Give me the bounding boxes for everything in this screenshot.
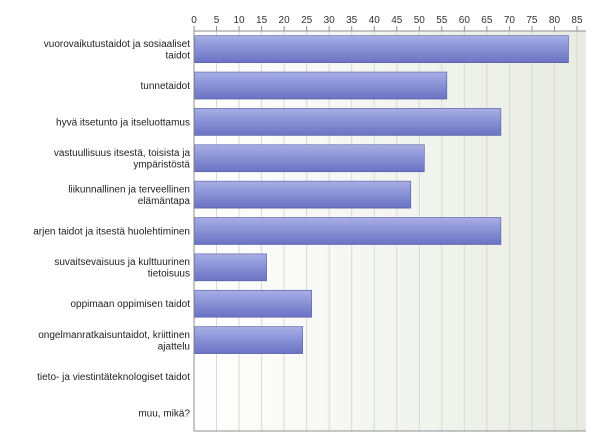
bars <box>194 35 569 354</box>
x-tick-label: 25 <box>301 15 313 26</box>
category-label: taidot <box>166 50 191 61</box>
bar <box>194 71 448 100</box>
x-tick-label: 40 <box>369 15 381 26</box>
x-tick-label: 55 <box>436 15 448 26</box>
category-label: oppimaan oppimisen taidot <box>70 299 190 310</box>
x-tick-label: 20 <box>279 15 291 26</box>
x-tick-label: 65 <box>481 15 493 26</box>
x-tick-label: 15 <box>256 15 268 26</box>
x-tick-labels: 0 5 10 15 20 25 30 35 40 45 50 55 60 65 70 75 80 85 <box>191 15 583 26</box>
bar <box>194 108 502 136</box>
x-tick-label: 50 <box>414 15 426 26</box>
category-label: tunnetaidot <box>141 81 191 92</box>
x-tick-label: 80 <box>549 15 561 26</box>
category-label: vuorovaikutustaidot ja sosiaaliset <box>44 39 190 50</box>
x-tick-label: 0 <box>191 15 197 26</box>
category-labels: vuorovaikutustaidot ja sosiaalisettaidot… <box>33 39 190 419</box>
x-tick-label: 75 <box>526 15 538 26</box>
bar <box>194 180 412 209</box>
bar <box>194 35 569 63</box>
x-tick-label: 45 <box>391 15 403 26</box>
x-tick-label: 60 <box>459 15 471 26</box>
bar <box>194 289 312 318</box>
bar <box>194 144 425 173</box>
x-tick-label: 10 <box>233 15 245 26</box>
category-label: suvaitsevaisuus ja kulttuurinen <box>54 257 190 268</box>
x-tick-label: 35 <box>346 15 358 26</box>
category-label: muu, mikä? <box>138 408 190 419</box>
x-tick-label: 70 <box>504 15 516 26</box>
bar <box>194 326 303 354</box>
category-label: vastuullisuus itsestä, toisista ja <box>54 148 191 159</box>
category-label: tietoisuus <box>148 269 190 280</box>
axes <box>193 26 586 432</box>
bar <box>194 217 502 245</box>
category-label: liikunnallinen ja terveellinen <box>68 184 190 195</box>
x-tick-label: 5 <box>214 15 220 26</box>
x-tick-label: 30 <box>324 15 336 26</box>
category-label: elämäntapa <box>138 196 191 207</box>
x-tick-label: 85 <box>571 15 583 26</box>
category-label: ympäristöstä <box>133 160 190 171</box>
category-label: tieto- ja viestintäteknologiset taidot <box>37 372 190 383</box>
category-label: arjen taidot ja itsestä huolehtiminen <box>33 227 190 238</box>
category-label: hyvä itsetunto ja itseluottamus <box>56 117 190 128</box>
bar <box>194 253 267 282</box>
category-label: ongelmanratkaisuntaidot, kriittinen <box>38 330 190 341</box>
category-label: ajattelu <box>158 341 190 352</box>
